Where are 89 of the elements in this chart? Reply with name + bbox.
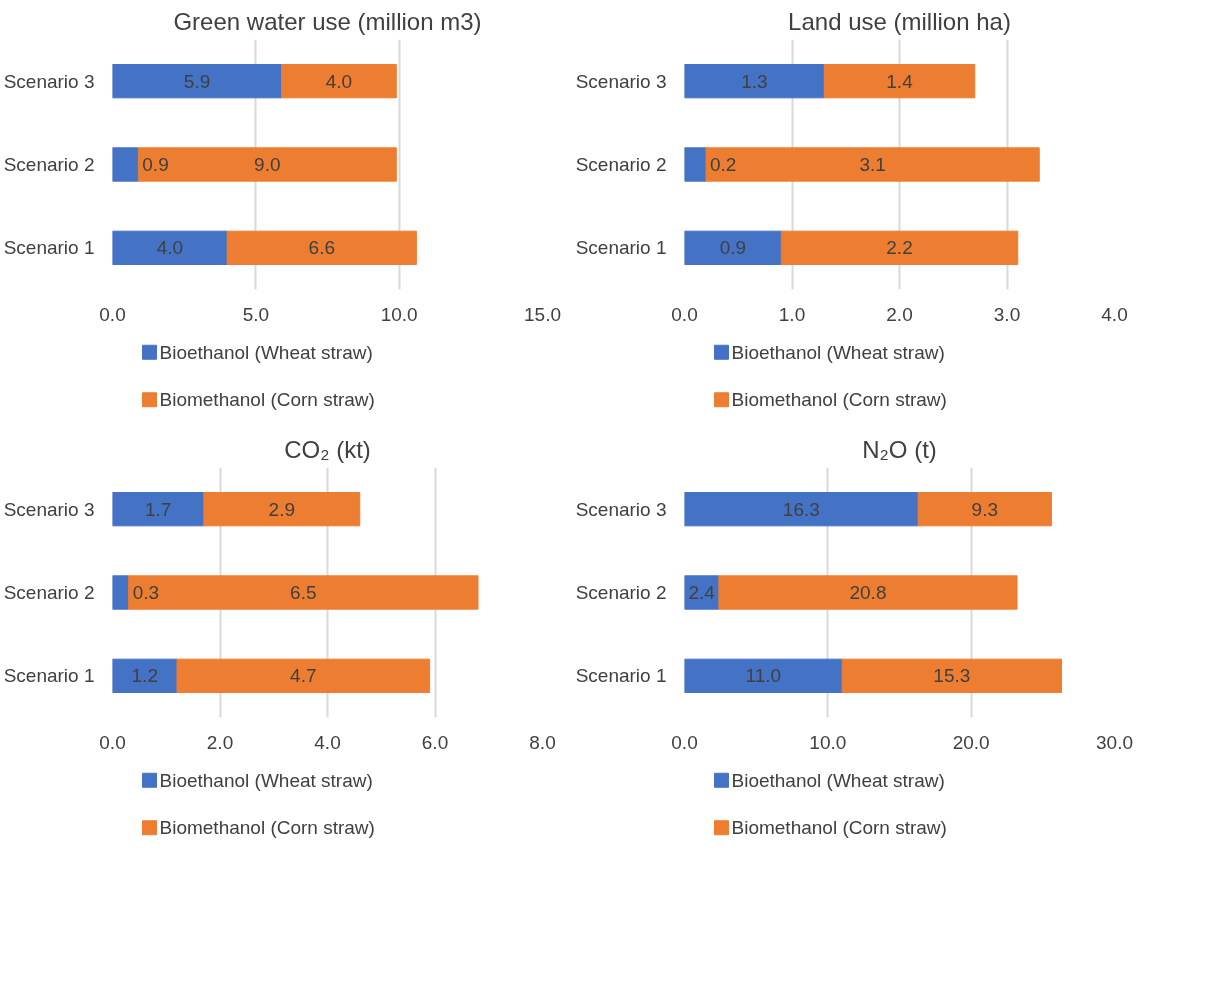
data-label: 15.3: [933, 665, 971, 687]
data-label: 1.2: [131, 665, 158, 687]
data-label: 20.8: [849, 582, 887, 603]
data-label: 3.1: [859, 154, 886, 175]
data-label: 1.7: [144, 498, 172, 520]
bar: [112, 147, 139, 182]
data-label: 1.3: [741, 70, 768, 92]
bar: [705, 147, 1040, 182]
data-label: 16.3: [782, 498, 820, 520]
y-tick-label: Scenario 2: [575, 154, 667, 175]
x-tick-label: 2.0: [206, 731, 234, 753]
data-label: 4.7: [290, 665, 317, 687]
x-tick-label: 6.0: [421, 731, 449, 753]
data-label: 9.0: [254, 154, 281, 175]
x-tick-label: 4.0: [314, 731, 341, 753]
y-tick-label: Scenario 3: [575, 70, 667, 92]
data-label: 0.9: [719, 237, 747, 259]
x-tick-label: 4.0: [1101, 303, 1128, 325]
bar: [780, 230, 1019, 265]
legend-label: Bioethanol (Wheat straw): [159, 769, 373, 791]
bar: [684, 230, 782, 265]
x-tick-label: 0.0: [671, 303, 698, 325]
data-label: 11.0: [745, 665, 782, 687]
bar: [281, 64, 397, 99]
x-tick-label: 10.0: [380, 303, 418, 325]
bar: [684, 147, 707, 182]
data-label: 9.3: [971, 498, 998, 520]
bar: [112, 230, 228, 265]
data-label: 4.0: [325, 70, 353, 92]
data-label: 0.3: [132, 582, 160, 603]
y-tick-label: Scenario 2: [575, 582, 667, 603]
y-tick-label: Scenario 1: [3, 237, 95, 259]
data-label: 2.9: [268, 498, 296, 520]
bar: [128, 575, 479, 610]
data-label: 5.9: [183, 70, 211, 92]
legend-label: Bioethanol (Wheat straw): [731, 341, 945, 363]
data-label: 4.0: [156, 237, 184, 259]
x-tick-label: 20.0: [952, 731, 990, 753]
legend-label: Biomethanol (Corn straw): [731, 817, 947, 839]
x-tick-label: 1.0: [778, 303, 806, 325]
x-tick-label: 3.0: [993, 303, 1021, 325]
bar: [823, 64, 976, 99]
chart-title: N₂O (t): [862, 435, 937, 463]
bar: [718, 575, 1018, 610]
bar: [176, 658, 431, 693]
legend-label: Biomethanol (Corn straw): [159, 817, 375, 839]
data-label: 2.2: [886, 237, 913, 259]
legend-label: Bioethanol (Wheat straw): [159, 341, 373, 363]
x-tick-label: 15.0: [524, 303, 561, 325]
data-label: 0.2: [710, 154, 737, 175]
x-tick-label: 8.0: [529, 731, 556, 753]
x-tick-label: 0.0: [99, 731, 126, 753]
bar: [112, 64, 283, 99]
y-tick-label: Scenario 3: [575, 498, 667, 520]
legend-label: Biomethanol (Corn straw): [159, 389, 375, 411]
data-label: 1.4: [886, 70, 914, 92]
x-tick-label: 2.0: [886, 303, 913, 325]
bar: [684, 492, 919, 527]
bar: [112, 658, 178, 693]
x-tick-label: 0.0: [671, 731, 698, 753]
data-label: 2.4: [688, 582, 716, 603]
data-label: 0.9: [142, 154, 169, 175]
y-tick-label: Scenario 2: [3, 582, 95, 603]
x-tick-label: 0.0: [99, 303, 126, 325]
y-tick-label: Scenario 3: [3, 498, 95, 520]
bar: [112, 575, 130, 610]
y-tick-label: Scenario 1: [3, 665, 95, 687]
bar: [137, 147, 397, 182]
data-label: 6.5: [290, 582, 317, 603]
y-tick-label: Scenario 3: [3, 70, 95, 92]
chart-title: Land use (million ha): [788, 7, 1011, 35]
chart-title: CO₂ (kt): [284, 435, 371, 463]
bar: [203, 492, 361, 527]
legend-label: Bioethanol (Wheat straw): [731, 769, 945, 791]
y-tick-label: Scenario 1: [575, 237, 667, 259]
x-tick-label: 30.0: [1096, 731, 1133, 753]
data-label: 6.6: [308, 237, 335, 259]
bar: [112, 492, 205, 527]
bar: [841, 658, 1062, 693]
bar: [684, 64, 825, 99]
bar: [684, 658, 843, 693]
x-tick-label: 5.0: [242, 303, 270, 325]
chart-title: Green water use (million m3): [173, 7, 482, 35]
y-tick-label: Scenario 1: [575, 665, 667, 687]
legend-label: Biomethanol (Corn straw): [731, 389, 947, 411]
y-tick-label: Scenario 2: [3, 154, 95, 175]
x-tick-label: 10.0: [809, 731, 847, 753]
bar: [917, 492, 1052, 527]
bar: [226, 230, 417, 265]
